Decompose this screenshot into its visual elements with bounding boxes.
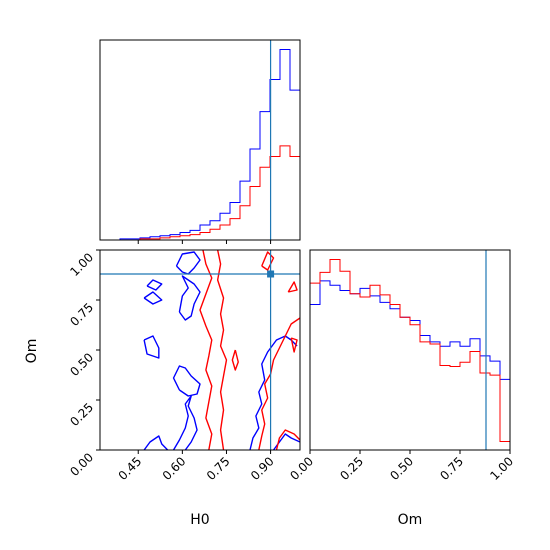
- om-y-tick-label: 0.25: [67, 400, 96, 429]
- om-y-tick-label: 0.75: [67, 300, 96, 329]
- h0-x-tick-label: 0.60: [160, 454, 189, 483]
- y-axis-label-om: Om: [24, 339, 40, 364]
- h0-x-tick-label: 0.75: [204, 454, 233, 483]
- histogram-series-1: [309, 259, 511, 450]
- x-axis-label-h0: H0: [190, 512, 209, 528]
- contour-1-4: [258, 317, 300, 450]
- contour-0-1: [172, 395, 198, 450]
- om-y-tick-label: 1.00: [67, 250, 96, 279]
- h0-x-tick-label: 0.45: [116, 454, 145, 483]
- truth-marker: [267, 270, 275, 278]
- contour-0-0: [143, 435, 169, 450]
- contour-0-6: [178, 275, 201, 321]
- contour-1-5: [275, 429, 300, 450]
- contour-0-4: [143, 291, 163, 305]
- om-y-tick-label: 0.50: [67, 350, 96, 379]
- contour-0-2: [172, 365, 201, 397]
- contour-0-7: [175, 251, 201, 275]
- om-x-tick-label: 0.50: [387, 454, 416, 483]
- contour-0-3: [143, 335, 160, 359]
- contour-1-3: [261, 251, 275, 271]
- contour-0-5: [146, 279, 163, 291]
- om-histogram-panel: 0.00 0.25 0.50 0.75 1.00 Om: [287, 249, 516, 528]
- om-x-tick-label: 0.00: [287, 454, 316, 483]
- x-axis-label-om: Om: [398, 512, 423, 528]
- joint-contour-panel: 0.45 0.60 0.75 0.90 0.00 0.25 0.50 0.75 1.00 H0…: [24, 249, 301, 528]
- h0-histogram-frame: [99, 39, 301, 241]
- om-y-tick-label: 0.00: [67, 450, 96, 479]
- contour-1-0: [199, 250, 213, 450]
- contour-1-1: [216, 250, 228, 450]
- contour-1-7: [287, 281, 298, 293]
- h0-x-tick-label: 0.90: [248, 454, 277, 483]
- om-x-tick-label: 1.00: [487, 454, 516, 483]
- contour-1-2: [231, 349, 239, 371]
- om-x-tick-label: 0.25: [337, 454, 366, 483]
- h0-histogram-panel: [99, 39, 301, 244]
- contour-1-6: [290, 337, 298, 353]
- om-x-tick-label: 0.75: [437, 454, 466, 483]
